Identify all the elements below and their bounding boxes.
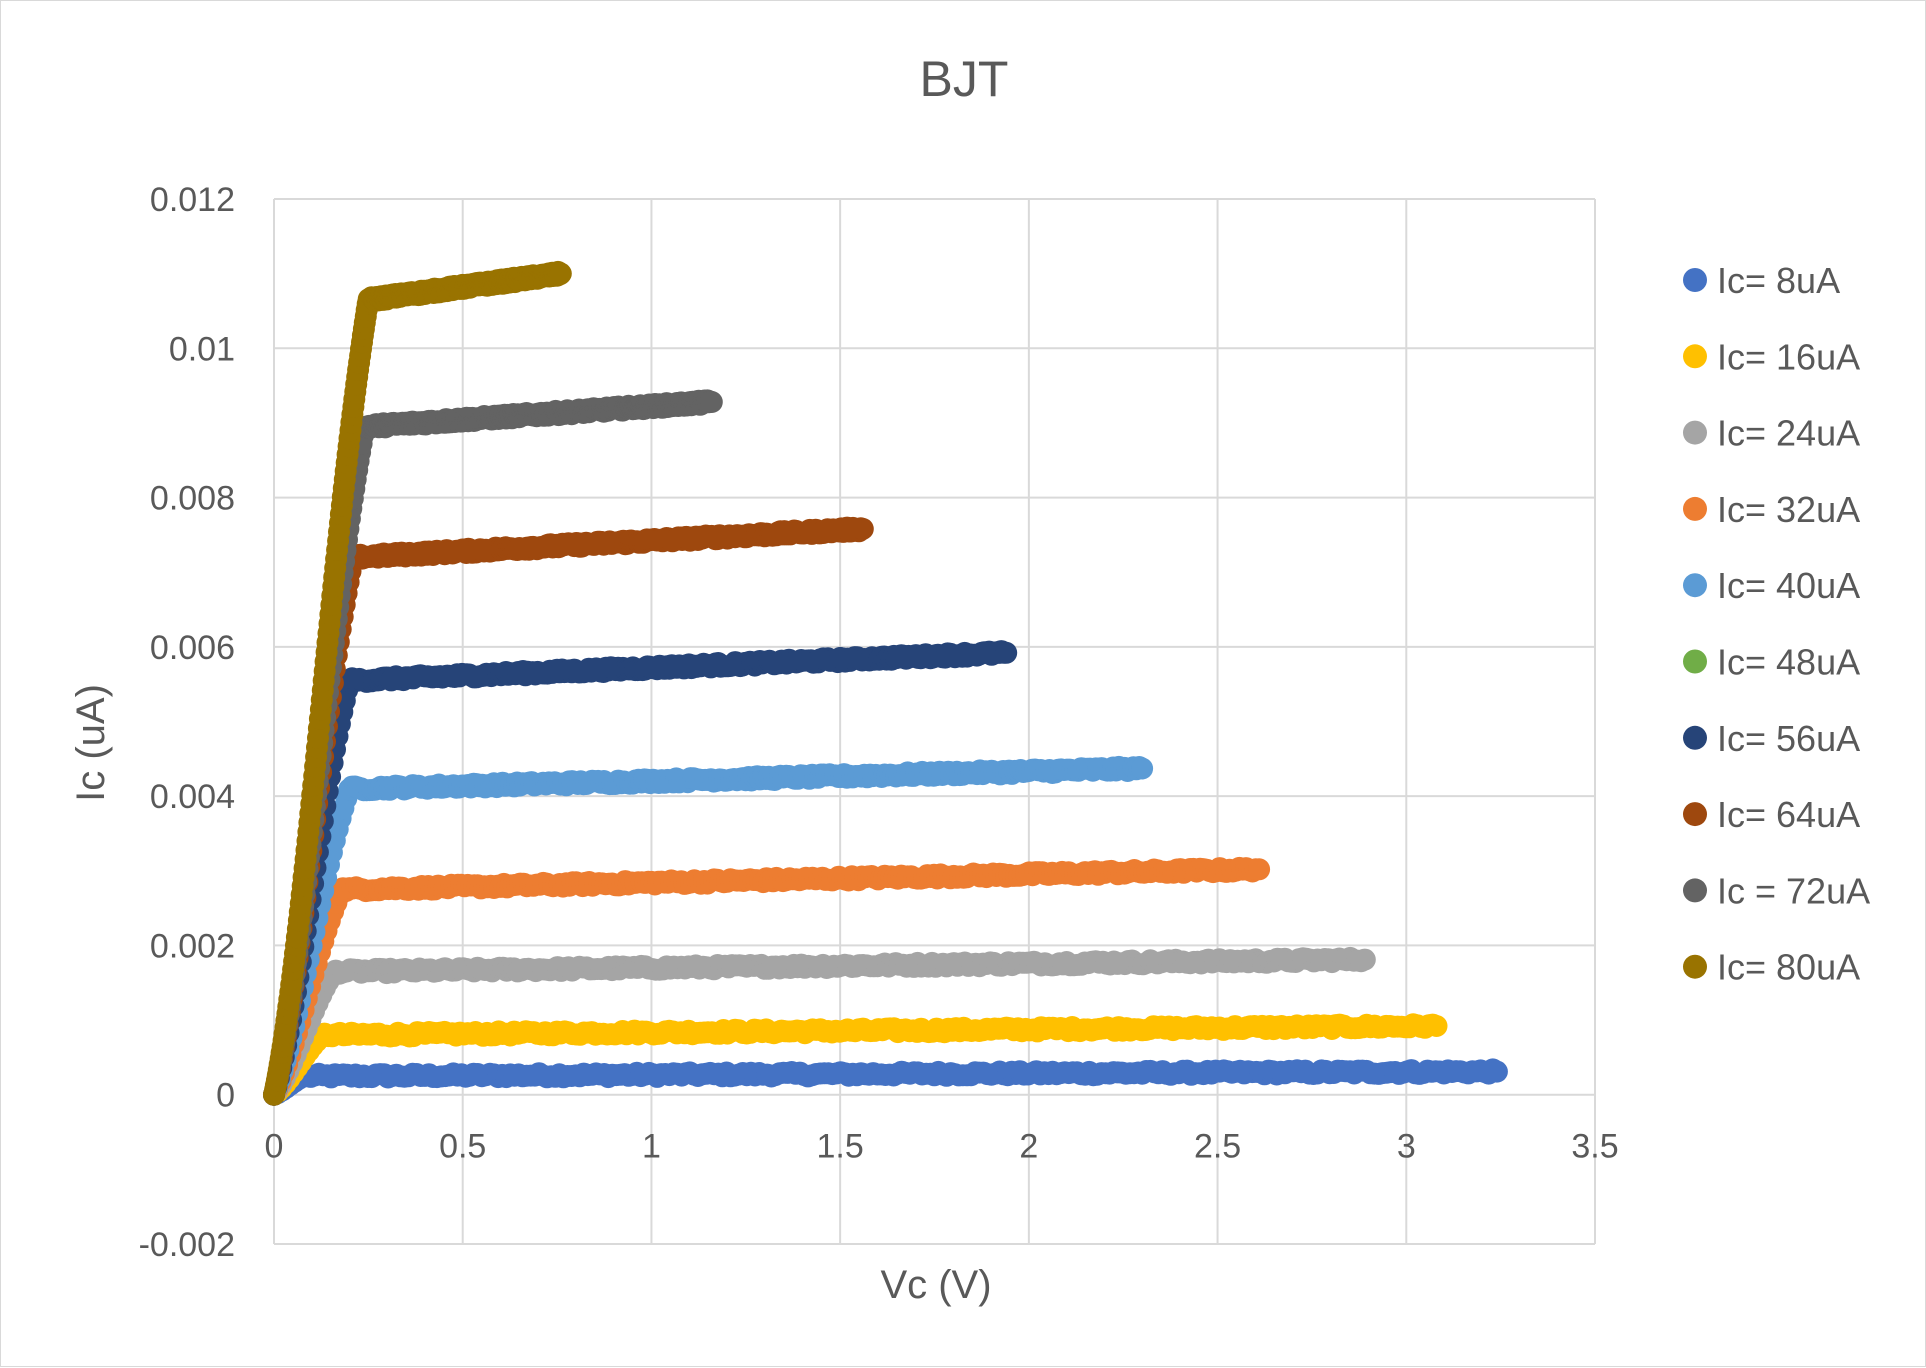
legend-marker bbox=[1683, 573, 1707, 598]
data-point bbox=[700, 391, 723, 413]
legend-label: Ic = 72uA bbox=[1717, 870, 1870, 911]
x-tick-label: 1 bbox=[642, 1128, 661, 1166]
chart-title: BJT bbox=[920, 51, 1009, 107]
legend-marker bbox=[1683, 344, 1707, 369]
y-tick-label: 0.012 bbox=[150, 181, 235, 219]
legend-label: Ic= 40uA bbox=[1717, 565, 1860, 606]
x-tick-label: 3 bbox=[1397, 1128, 1416, 1166]
legend-item: Ic= 64uA bbox=[1683, 794, 1860, 835]
series-9 bbox=[263, 260, 572, 1106]
legend-item: Ic = 72uA bbox=[1683, 870, 1870, 911]
x-tick-label: 0.5 bbox=[439, 1128, 486, 1166]
x-tick-label: 3.5 bbox=[1571, 1128, 1618, 1166]
legend-label: Ic= 80uA bbox=[1717, 947, 1860, 988]
legend-marker bbox=[1683, 420, 1707, 445]
legend-item: Ic= 56uA bbox=[1683, 718, 1860, 759]
legend-marker bbox=[1683, 268, 1707, 292]
legend-label: Ic= 16uA bbox=[1717, 336, 1860, 377]
legend-item: Ic= 32uA bbox=[1683, 489, 1860, 530]
x-tick-label: 2 bbox=[1019, 1128, 1038, 1166]
grid bbox=[273, 198, 1596, 1245]
series-4 bbox=[263, 755, 1154, 1106]
data-point bbox=[995, 641, 1018, 664]
y-tick-label: 0.002 bbox=[150, 927, 235, 965]
legend-item: Ic= 40uA bbox=[1683, 565, 1860, 606]
legend-marker bbox=[1683, 649, 1707, 674]
data-point bbox=[1425, 1015, 1448, 1037]
series-1 bbox=[263, 1013, 1448, 1106]
legend-label: Ic= 48uA bbox=[1717, 642, 1860, 683]
legend-marker bbox=[1683, 878, 1707, 903]
data-point bbox=[851, 517, 874, 540]
legend-label: Ic= 56uA bbox=[1717, 718, 1860, 759]
legend-item: Ic= 80uA bbox=[1683, 947, 1860, 988]
series-0 bbox=[263, 1058, 1508, 1106]
legend-marker bbox=[1683, 725, 1707, 750]
legend-marker bbox=[1683, 496, 1707, 521]
legend-label: Ic= 64uA bbox=[1717, 794, 1860, 835]
x-tick-label: 2.5 bbox=[1194, 1128, 1241, 1166]
y-tick-label: 0.008 bbox=[150, 480, 235, 518]
x-tick-label: 0 bbox=[265, 1128, 284, 1166]
series-layer bbox=[263, 260, 1508, 1106]
y-tick-label: 0.01 bbox=[169, 330, 235, 368]
y-tick-label: 0.006 bbox=[150, 629, 235, 667]
data-point bbox=[1485, 1060, 1508, 1083]
data-point bbox=[1353, 948, 1376, 971]
x-tick-label: 1.5 bbox=[817, 1128, 864, 1166]
tick-labels: 0 0.5 1 1.5 2 2.5 3 3.5 -0.002 0 0.002 0.004 0.006 0.… bbox=[139, 181, 1619, 1264]
legend-label: Ic= 24uA bbox=[1717, 413, 1860, 454]
legend-item: Ic= 8uA bbox=[1683, 260, 1840, 301]
y-tick-label: -0.002 bbox=[139, 1226, 235, 1264]
legend-label: Ic= 32uA bbox=[1717, 489, 1860, 530]
legend-marker bbox=[1683, 802, 1707, 827]
data-point bbox=[1131, 757, 1154, 780]
y-tick-label: 0 bbox=[216, 1077, 235, 1115]
legend-label: Ic= 8uA bbox=[1717, 260, 1840, 301]
series-6 bbox=[263, 640, 1018, 1106]
legend-item: Ic= 24uA bbox=[1683, 413, 1860, 454]
legend-item: Ic= 16uA bbox=[1683, 336, 1860, 377]
data-point bbox=[1248, 858, 1271, 881]
legend: Ic= 8uA Ic= 16uA Ic= 24uA Ic= 32uA Ic= 40uA I… bbox=[1683, 260, 1870, 988]
y-tick-label: 0.004 bbox=[150, 778, 235, 816]
legend-item: Ic= 48uA bbox=[1683, 642, 1860, 683]
series-8 bbox=[263, 389, 723, 1106]
data-point bbox=[549, 262, 572, 285]
y-axis-title: Ic (uA) bbox=[69, 684, 113, 802]
x-axis-title: Vc (V) bbox=[880, 1263, 991, 1307]
series-7 bbox=[263, 516, 874, 1106]
legend-marker bbox=[1683, 954, 1707, 979]
